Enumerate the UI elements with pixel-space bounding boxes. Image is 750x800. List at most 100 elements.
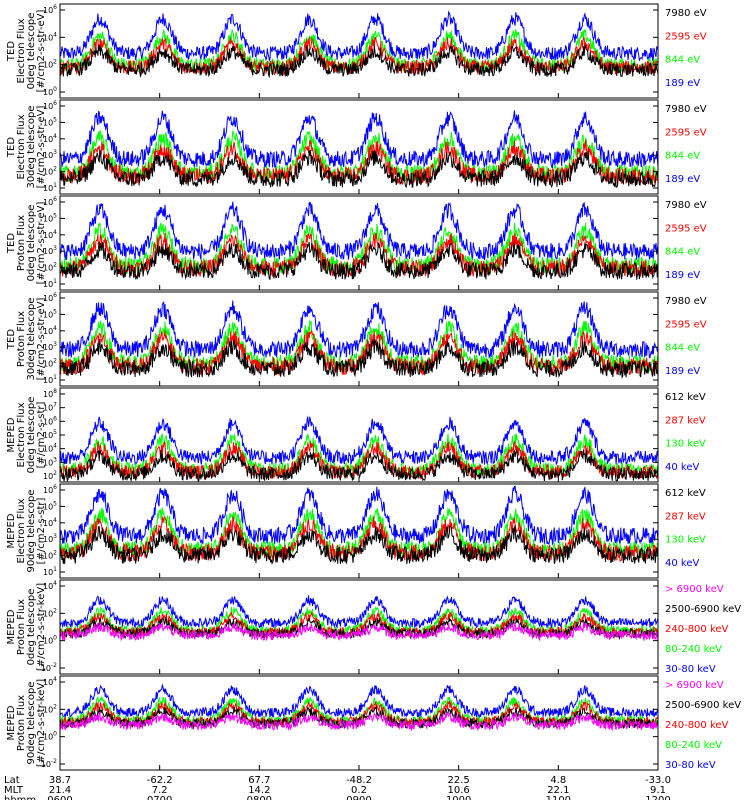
ytick-mantissa: 10 — [43, 678, 53, 687]
panel-4-ytick-label: 105 — [43, 308, 57, 319]
ylabel-line: TED — [6, 137, 17, 158]
ytick-exponent: 3 — [53, 341, 57, 348]
ytick-mantissa: 10 — [43, 214, 53, 223]
panel-3-ytick-label: 104 — [43, 229, 57, 240]
ylabel-line: 30deg telescope — [26, 105, 37, 188]
legend-844-ev: 844 eV — [665, 343, 700, 354]
legend-30-80-kev: 30-80 keV — [665, 760, 716, 771]
panel-5-ytick-label: 108 — [43, 388, 57, 399]
panel-4-ytick-label: 103 — [43, 341, 57, 352]
legend-7980-ev: 7980 eV — [665, 200, 707, 211]
panel-2-ytick-label: 106 — [43, 100, 57, 111]
ytick-exponent: 1 — [53, 374, 57, 381]
legend-40-kev: 40 keV — [665, 558, 699, 569]
panel-4-series-2595-ev — [60, 330, 658, 376]
legend-7980-ev: 7980 eV — [665, 296, 707, 307]
panel-6-ytick-label: 103 — [43, 533, 57, 544]
ylabel-line: Proton Flux — [16, 695, 27, 751]
panel-4-ytick-label: 104 — [43, 325, 57, 336]
ylabel-line: MEPED — [6, 417, 17, 452]
ytick-mantissa: 10 — [43, 184, 53, 193]
panel-5-ytick-label: 104 — [43, 443, 57, 454]
legend-189-ev: 189 eV — [665, 78, 700, 89]
ytick-mantissa: 10 — [43, 231, 53, 240]
panel-4-traces — [60, 300, 658, 379]
legend-2595-ev: 2595 eV — [665, 223, 707, 234]
panel-7-series--6900-kev — [60, 621, 658, 642]
ytick-mantissa: 10 — [43, 343, 53, 352]
ytick-exponent: 5 — [53, 212, 57, 219]
xtick-mlt-label: 9.1 — [650, 785, 666, 796]
ytick-mantissa: 10 — [43, 6, 53, 15]
ytick-exponent: 4 — [53, 229, 57, 236]
panel-2-ytick-label: 103 — [43, 149, 57, 160]
panel-5-ytick-label: 102 — [43, 470, 57, 481]
ytick-exponent: 2 — [53, 550, 57, 557]
panel-7-traces — [60, 595, 658, 642]
legend-844-ev: 844 eV — [665, 247, 700, 258]
xtick-hhmm-label: 0900 — [346, 795, 371, 800]
panel-5-ytick-label: 107 — [43, 402, 57, 413]
ytick-exponent: 5 — [53, 429, 57, 436]
ytick-mantissa: 10 — [43, 88, 53, 97]
ytick-mantissa: 10 — [43, 264, 53, 273]
panel-7-ytick-label: 104 — [43, 580, 57, 591]
ytick-mantissa: 10 — [43, 502, 53, 511]
panel-4-ytick-label: 106 — [43, 292, 57, 303]
ylabel-line: [#/cm2-s-str-keV] — [36, 583, 47, 671]
panel-7-ylabel: MEPEDProton Flux0deg telescope[#/cm2-s-s… — [6, 583, 47, 671]
xtick-lat-label: -62.2 — [147, 775, 173, 786]
legend-240-800-kev: 240-800 keV — [665, 624, 729, 635]
panel-3-ytick-label: 101 — [43, 278, 57, 289]
panel-5-ytick-label: 103 — [43, 456, 57, 467]
ytick-exponent: 1 — [53, 566, 57, 573]
ytick-mantissa: 10 — [43, 705, 53, 714]
ytick-exponent: 6 — [53, 292, 57, 299]
legend-844-ev: 844 eV — [665, 151, 700, 162]
ytick-exponent: 5 — [53, 116, 57, 123]
ytick-exponent: 4 — [53, 133, 57, 140]
panel-5-ylabel: MEPEDElectron Flux0deg telescope[#/cm2-s… — [6, 397, 47, 474]
ytick-exponent: 3 — [53, 456, 57, 463]
ytick-exponent: 4 — [53, 580, 57, 587]
ylabel-line: Electron Flux — [16, 498, 27, 563]
panel-7-ytick-label: 10-2 — [41, 662, 57, 673]
panel-5-series-612-kev — [60, 448, 658, 482]
xtick-hhmm-label: 1200 — [645, 795, 670, 800]
ytick-mantissa: 10 — [43, 198, 53, 207]
panel-3-ytick-label: 102 — [43, 262, 57, 273]
panel-1-ylabel: TEDElectron Flux0deg telescope[#/cm2-s-s… — [6, 10, 47, 93]
ytick-mantissa: 10 — [43, 102, 53, 111]
ytick-exponent: 4 — [53, 443, 57, 450]
legend-612-kev: 612 keV — [665, 392, 706, 403]
legend-130-kev: 130 keV — [665, 535, 706, 546]
panel-1-traces — [60, 10, 658, 79]
ytick-mantissa: 10 — [43, 294, 53, 303]
xtick-lat-label: 22.5 — [448, 775, 470, 786]
ytick-exponent: 2 — [53, 262, 57, 269]
xtick-lat-label: -48.2 — [346, 775, 372, 786]
panel-8-ytick-label: 102 — [43, 703, 57, 714]
legend-2500-6900-kev: 2500-6900 keV — [665, 604, 741, 615]
ytick-mantissa: 10 — [43, 519, 53, 528]
xtick-lat-label: 4.8 — [550, 775, 566, 786]
ytick-exponent: 1 — [53, 182, 57, 189]
ytick-exponent: 5 — [53, 500, 57, 507]
ytick-mantissa: 10 — [43, 360, 53, 369]
panel-3-series-189-ev — [60, 201, 658, 261]
ylabel-line: [#/cm2-s-str-eV] — [36, 106, 47, 189]
ytick-mantissa: 10 — [43, 247, 53, 256]
ytick-mantissa: 10 — [43, 135, 53, 144]
ylabel-line: 90deg telescope — [26, 681, 37, 764]
legend-7980-ev: 7980 eV — [665, 104, 707, 115]
ytick-mantissa: 10 — [43, 568, 53, 577]
panel-1-ytick-label: 102 — [43, 59, 57, 70]
ytick-exponent: 4 — [53, 676, 57, 683]
xtick-mlt-label: 0.2 — [351, 785, 367, 796]
ytick-exponent: 3 — [53, 533, 57, 540]
legend--6900-kev: > 6900 keV — [665, 680, 724, 691]
